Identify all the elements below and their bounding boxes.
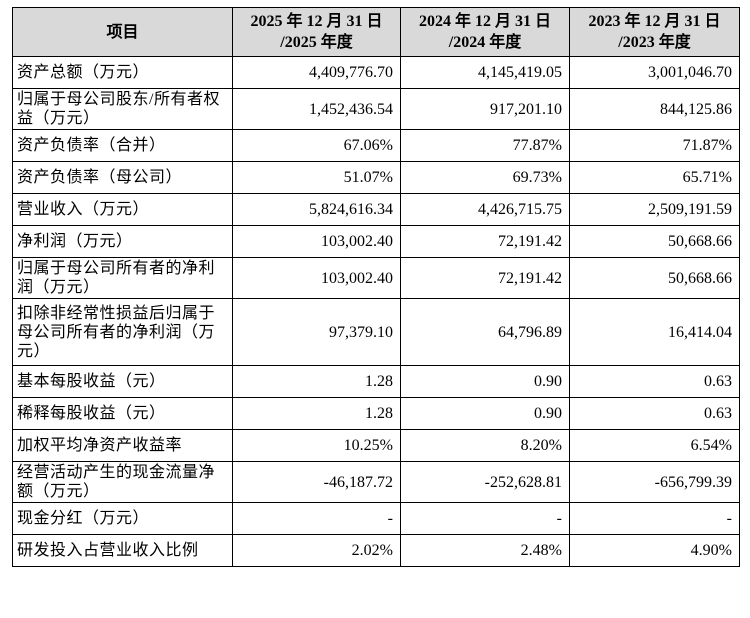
- header-col-2025: 2025 年 12 月 31 日 /2025 年度: [232, 7, 401, 57]
- cell-value: 1.28: [232, 365, 401, 398]
- table-row: 扣除非经常性损益后归属于母公司所有者的净利润（万元） 97,379.10 64,…: [12, 298, 740, 366]
- cell-value: 844,125.86: [569, 88, 740, 130]
- cell-value: 103,002.40: [232, 225, 401, 258]
- row-label: 基本每股收益（元）: [12, 365, 233, 398]
- table-row: 经营活动产生的现金流量净额（万元） -46,187.72 -252,628.81…: [12, 461, 740, 503]
- table-row: 研发投入占营业收入比例 2.02% 2.48% 4.90%: [12, 534, 740, 567]
- header-col-2024-year: /2024 年度: [448, 34, 522, 51]
- cell-value: 65.71%: [569, 161, 740, 194]
- row-label: 扣除非经常性损益后归属于母公司所有者的净利润（万元）: [12, 298, 233, 366]
- table-row: 归属于母公司股东/所有者权益（万元） 1,452,436.54 917,201.…: [12, 88, 740, 130]
- cell-value: 3,001,046.70: [569, 56, 740, 89]
- cell-value: 0.90: [400, 397, 570, 430]
- row-label: 研发投入占营业收入比例: [12, 534, 233, 567]
- header-col-2025-year: /2025 年度: [280, 34, 353, 51]
- table-row: 资产负债率（母公司） 51.07% 69.73% 65.71%: [12, 161, 740, 194]
- cell-value: 6.54%: [569, 429, 740, 462]
- cell-value: 64,796.89: [400, 298, 570, 366]
- row-label: 资产总额（万元）: [12, 56, 233, 89]
- row-label: 归属于母公司股东/所有者权益（万元）: [12, 88, 233, 130]
- cell-value: 72,191.42: [400, 225, 570, 258]
- cell-value: -252,628.81: [400, 461, 570, 503]
- row-label: 归属于母公司所有者的净利润（万元）: [12, 257, 233, 299]
- table-row: 现金分红（万元） - - -: [12, 502, 740, 535]
- cell-value: 917,201.10: [400, 88, 570, 130]
- row-label: 净利润（万元）: [12, 225, 233, 258]
- cell-value: 2,509,191.59: [569, 193, 740, 226]
- cell-value: 4,409,776.70: [232, 56, 401, 89]
- table-row: 资产负债率（合并） 67.06% 77.87% 71.87%: [12, 129, 740, 162]
- header-col-2023-year: /2023 年度: [618, 34, 691, 51]
- cell-value: 71.87%: [569, 129, 740, 162]
- table-row: 加权平均净资产收益率 10.25% 8.20% 6.54%: [12, 429, 740, 462]
- cell-value: 50,668.66: [569, 257, 740, 299]
- cell-value: -: [232, 502, 401, 535]
- cell-value: -656,799.39: [569, 461, 740, 503]
- row-label: 稀释每股收益（元）: [12, 397, 233, 430]
- table-row: 稀释每股收益（元） 1.28 0.90 0.63: [12, 397, 740, 430]
- table-row: 营业收入（万元） 5,824,616.34 4,426,715.75 2,509…: [12, 193, 740, 226]
- cell-value: 8.20%: [400, 429, 570, 462]
- cell-value: 0.63: [569, 397, 740, 430]
- cell-value: 72,191.42: [400, 257, 570, 299]
- cell-value: 67.06%: [232, 129, 401, 162]
- cell-value: -: [569, 502, 740, 535]
- cell-value: 4,426,715.75: [400, 193, 570, 226]
- financial-summary-table: 项目 2025 年 12 月 31 日 /2025 年度 2024 年 12 月…: [12, 7, 740, 567]
- cell-value: 2.02%: [232, 534, 401, 567]
- header-col-2023-date: 2023 年 12 月 31 日: [588, 13, 721, 30]
- cell-value: 4.90%: [569, 534, 740, 567]
- header-col-2024: 2024 年 12 月 31 日 /2024 年度: [400, 7, 570, 57]
- cell-value: 51.07%: [232, 161, 401, 194]
- cell-value: 103,002.40: [232, 257, 401, 299]
- table-row: 资产总额（万元） 4,409,776.70 4,145,419.05 3,001…: [12, 56, 740, 89]
- row-label: 营业收入（万元）: [12, 193, 233, 226]
- table-row: 净利润（万元） 103,002.40 72,191.42 50,668.66: [12, 225, 740, 258]
- table-row: 归属于母公司所有者的净利润（万元） 103,002.40 72,191.42 5…: [12, 257, 740, 299]
- row-label: 加权平均净资产收益率: [12, 429, 233, 462]
- row-label: 现金分红（万元）: [12, 502, 233, 535]
- cell-value: 16,414.04: [569, 298, 740, 366]
- table-row: 基本每股收益（元） 1.28 0.90 0.63: [12, 365, 740, 398]
- cell-value: 97,379.10: [232, 298, 401, 366]
- header-col-2023: 2023 年 12 月 31 日 /2023 年度: [569, 7, 740, 57]
- header-item: 项目: [12, 7, 233, 57]
- cell-value: 69.73%: [400, 161, 570, 194]
- cell-value: 50,668.66: [569, 225, 740, 258]
- row-label: 资产负债率（合并）: [12, 129, 233, 162]
- cell-value: 4,145,419.05: [400, 56, 570, 89]
- header-row: 项目 2025 年 12 月 31 日 /2025 年度 2024 年 12 月…: [12, 7, 740, 57]
- row-label: 经营活动产生的现金流量净额（万元）: [12, 461, 233, 503]
- cell-value: -: [400, 502, 570, 535]
- row-label: 资产负债率（母公司）: [12, 161, 233, 194]
- cell-value: 0.63: [569, 365, 740, 398]
- cell-value: 10.25%: [232, 429, 401, 462]
- header-col-2024-date: 2024 年 12 月 31 日: [418, 13, 551, 30]
- cell-value: 5,824,616.34: [232, 193, 401, 226]
- cell-value: 77.87%: [400, 129, 570, 162]
- cell-value: 1,452,436.54: [232, 88, 401, 130]
- cell-value: 1.28: [232, 397, 401, 430]
- cell-value: 2.48%: [400, 534, 570, 567]
- cell-value: -46,187.72: [232, 461, 401, 503]
- header-col-2025-date: 2025 年 12 月 31 日: [250, 13, 383, 30]
- cell-value: 0.90: [400, 365, 570, 398]
